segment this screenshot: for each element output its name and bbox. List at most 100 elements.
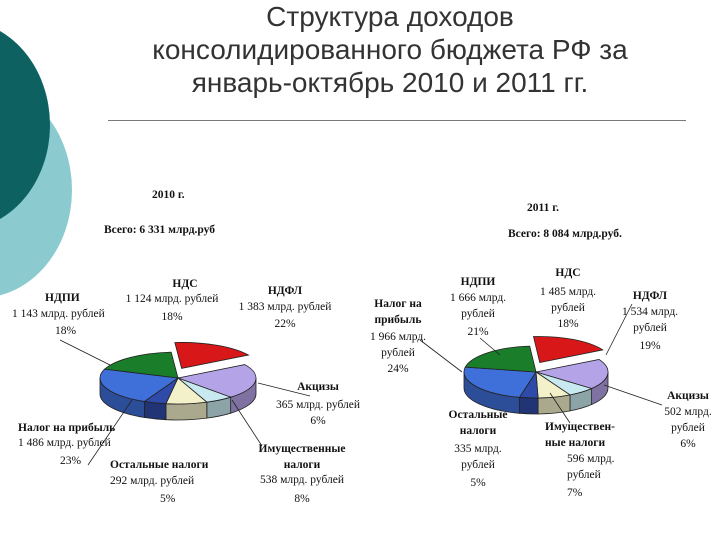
- slice-percent: 21%: [467, 326, 489, 338]
- pie-slice-side-ostalnye: [519, 396, 539, 415]
- slice-amount: 1 124 млрд. рублей: [126, 293, 219, 305]
- slice-percent: 24%: [387, 363, 409, 375]
- title-line: январь-октябрь 2010 и 2011 гг.: [191, 67, 589, 98]
- pie-slice-nds: [174, 342, 250, 369]
- slice-amount: 1 383 млрд. рублей: [239, 301, 332, 313]
- slice-percent: 22%: [274, 318, 296, 330]
- slice-label-ostalnye: Остальные налоги 335 млрд. рублей 5%: [449, 409, 508, 489]
- chart-year-label: 2011 г.: [527, 202, 559, 214]
- pie-slice-ndfl: [176, 364, 257, 398]
- slice-name: НДФЛ: [268, 285, 303, 297]
- pie-slice-nds: [532, 336, 604, 363]
- leader-line: [603, 384, 663, 406]
- slice-percent: 7%: [567, 487, 583, 499]
- slice-amount: 1 143 млрд. рублей: [12, 308, 105, 320]
- slice-name: НДПИ: [461, 276, 496, 288]
- slice-amount: 502 млрд.: [664, 406, 712, 418]
- leader-line: [231, 399, 263, 447]
- title-divider: [108, 120, 686, 121]
- slice-amount: 1 534 млрд.: [622, 306, 678, 318]
- pie-slice-side-ostalnye: [144, 400, 167, 421]
- slice-percent: 19%: [639, 340, 661, 352]
- slice-name: прибыль: [375, 314, 422, 326]
- slice-amount: 1 966 млрд.: [370, 331, 426, 343]
- slice-name: налоги: [460, 425, 497, 437]
- chart-total-label: Всего: 6 331 млрд.руб: [104, 224, 215, 236]
- slice-amount: рублей: [551, 302, 585, 314]
- slice-amount: 1 666 млрд.: [450, 292, 506, 304]
- slice-percent: 5%: [470, 477, 486, 489]
- slice-percent: 6%: [680, 438, 696, 450]
- slice-name: Имущественные: [259, 443, 346, 455]
- slice-amount: 1 486 млрд. рублей: [18, 437, 111, 449]
- leader-line: [605, 303, 633, 356]
- slice-name: ные налоги: [545, 437, 605, 449]
- slice-amount: рублей: [381, 347, 415, 359]
- chart-year-label: 2010 г.: [152, 189, 185, 201]
- pie-slice-pribyl: [463, 366, 537, 398]
- slice-label-akcizy: Акцизы 365 млрд. рублей 6%: [257, 381, 360, 427]
- slice-name: Остальные: [449, 409, 508, 421]
- slice-label-ndfl: НДФЛ 1 383 млрд. рублей 22%: [239, 285, 332, 330]
- pie-slice-side-imushch: [165, 401, 208, 421]
- slice-label-ndfl: НДФЛ 1 534 млрд. рублей 19%: [605, 290, 678, 356]
- slice-amount: рублей: [671, 422, 705, 434]
- slice-name: НДПИ: [45, 292, 80, 304]
- slice-label-akcizy: Акцизы 502 млрд. рублей 6%: [603, 384, 712, 450]
- slice-amount: 365 млрд. рублей: [276, 399, 360, 411]
- slice-amount: рублей: [461, 308, 495, 320]
- slice-name: Налог на прибыль: [18, 422, 115, 434]
- slice-label-pribyl: Налог на прибыль 1 486 млрд. рублей 23%: [18, 399, 133, 467]
- slice-percent: 18%: [55, 325, 77, 337]
- slice-amount: рублей: [567, 469, 601, 481]
- slice-name: НДС: [172, 278, 197, 290]
- slice-name: Остальные налоги: [110, 459, 209, 471]
- pie-chart-2: 2011 г. Всего: 8 084 млрд.руб. НДС 1 485 мл…: [370, 202, 712, 499]
- slice-label-ndpi: НДПИ 1 143 млрд. рублей 18%: [12, 292, 111, 366]
- chart-total-label: Всего: 8 084 млрд.руб.: [508, 228, 622, 240]
- pie-slice-ndpi: [464, 345, 537, 373]
- slice-amount: 596 млрд.: [567, 453, 615, 465]
- decorative-dark-arc: [0, 30, 50, 220]
- leader-line: [479, 337, 501, 356]
- slice-percent: 18%: [161, 311, 183, 323]
- slice-label-pribyl: Налог на прибыль 1 966 млрд. рублей 24%: [370, 298, 463, 375]
- slice-percent: 5%: [160, 493, 176, 505]
- slice-percent: 23%: [60, 455, 82, 467]
- leader-line: [59, 339, 111, 366]
- slice-label-nds: НДС 1 485 млрд. рублей 18%: [540, 267, 596, 330]
- title-line: Структура доходов: [266, 1, 514, 32]
- slice-amount: 1 485 млрд.: [540, 286, 596, 298]
- slice-amount: 292 млрд. рублей: [110, 475, 194, 487]
- slice-label-ostalnye: Остальные налоги 292 млрд. рублей 5%: [110, 459, 209, 505]
- leader-line: [257, 382, 311, 397]
- slice-name: Акцизы: [297, 381, 339, 393]
- pie-slice-pribyl: [99, 368, 180, 402]
- slice-amount: рублей: [633, 322, 667, 334]
- slice-percent: 6%: [310, 415, 326, 427]
- title-line: консолидированного бюджета РФ за: [152, 34, 628, 65]
- slice-amount: 538 млрд. рублей: [260, 474, 344, 486]
- slice-name: Налог на: [374, 298, 422, 310]
- slice-name: НДС: [555, 267, 580, 279]
- slice-label-imushch: Имущественные налоги 538 млрд. рублей 8%: [231, 399, 346, 505]
- leader-line: [87, 399, 133, 466]
- pie-slice-ndpi: [103, 351, 179, 379]
- slice-label-nds: НДС 1 124 млрд. рублей 18%: [126, 278, 219, 323]
- pie-chart-1: 2010 г. Всего: 6 331 млрд.руб НДС 1 124 млр…: [12, 189, 360, 505]
- slice-percent: 18%: [557, 318, 579, 330]
- slice-amount: рублей: [461, 459, 495, 471]
- slice-name: налоги: [284, 459, 321, 471]
- pie-slice-ndfl: [535, 359, 609, 389]
- slice-amount: 335 млрд.: [454, 443, 502, 455]
- decorative-sidebar: [0, 0, 100, 540]
- slice-percent: 8%: [294, 493, 310, 505]
- slice-label-ndpi: НДПИ 1 666 млрд. рублей 21%: [450, 276, 506, 356]
- slice-name: Акцизы: [667, 390, 709, 402]
- slice-name: Имуществен-: [545, 421, 615, 433]
- leader-line: [549, 392, 571, 424]
- slice-name: НДФЛ: [633, 290, 668, 302]
- slice-label-imushch: Имуществен-ные налоги 596 млрд. рублей 7%: [545, 392, 615, 499]
- leader-line: [419, 339, 463, 373]
